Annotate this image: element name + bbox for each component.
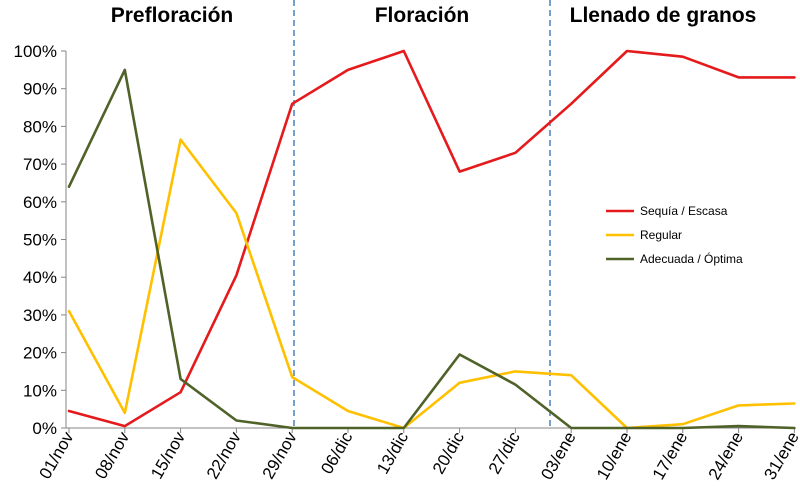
y-tick-label: 20% — [23, 344, 57, 363]
series-line-2 — [67, 138, 796, 430]
x-tick-label: 20/dic — [429, 428, 468, 477]
legend-label: Regular — [640, 228, 682, 242]
phase-label: Floración — [375, 4, 470, 27]
y-tick-label: 100% — [14, 42, 57, 61]
x-tick-label: 29/nov — [259, 428, 301, 482]
x-tick-label: 10/ene — [593, 429, 635, 484]
series-line-3 — [67, 68, 796, 430]
x-tick-label: 17/ene — [649, 429, 691, 484]
legend-label: Sequía / Escasa — [640, 204, 728, 218]
phase-label: Llenado de granos — [570, 4, 757, 27]
x-tick-label: 08/nov — [91, 428, 133, 482]
x-tick-label: 27/dic — [485, 428, 524, 477]
y-tick-label: 80% — [23, 117, 57, 136]
x-tick-label: 13/dic — [373, 428, 412, 477]
x-tick-label: 31/ene — [760, 429, 800, 484]
y-tick-label: 40% — [23, 268, 57, 287]
legend-label: Adecuada / Óptima — [640, 251, 743, 266]
y-tick-label: 50% — [23, 231, 57, 250]
series-line-1 — [67, 49, 796, 428]
x-tick-label: 03/ene — [537, 429, 579, 484]
x-tick-label: 24/ene — [705, 429, 747, 484]
y-tick-label: 90% — [23, 80, 57, 99]
phase-label: Prefloración — [111, 4, 234, 27]
y-tick-label: 10% — [23, 381, 57, 400]
y-tick-label: 30% — [23, 306, 57, 325]
x-tick-label: 06/dic — [317, 428, 356, 477]
y-tick-label: 0% — [32, 419, 57, 438]
x-tick-label: 22/nov — [203, 428, 245, 482]
y-tick-label: 70% — [23, 155, 57, 174]
x-tick-label: 15/nov — [147, 428, 189, 482]
y-tick-label: 60% — [23, 193, 57, 212]
